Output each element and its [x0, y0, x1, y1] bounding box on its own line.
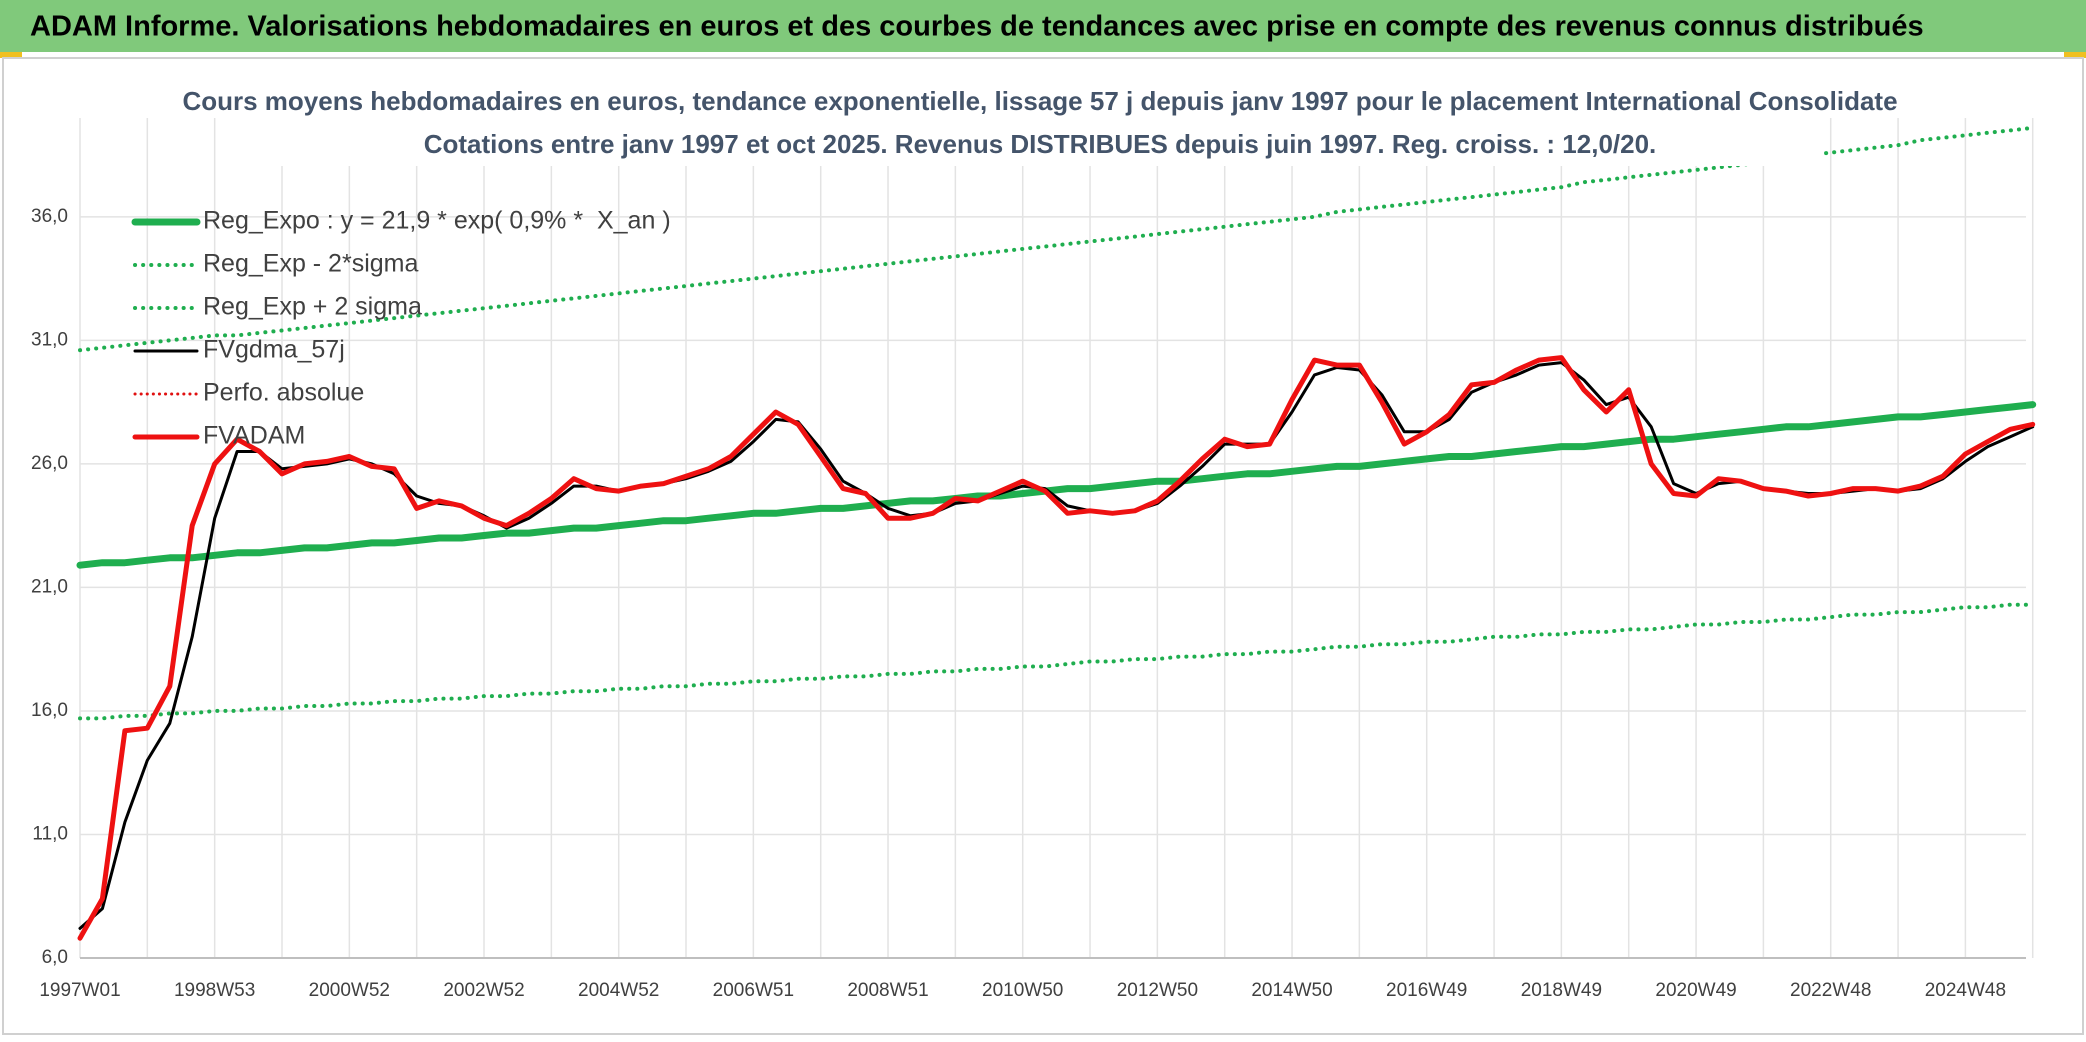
x-tick-label: 2000W52 [309, 980, 390, 1001]
title-box [240, 80, 1822, 166]
x-tick-label: 2006W51 [713, 980, 794, 1001]
x-tick-label: 2024W48 [1925, 980, 2006, 1001]
legend-label: FVgdma_57j [203, 336, 345, 364]
x-tick-label: 2022W48 [1790, 980, 1871, 1001]
chart-frame [2, 57, 2084, 1035]
series-line [77, 355, 2036, 941]
x-tick-label: 2004W52 [578, 980, 659, 1001]
x-tick-label: 2002W52 [443, 980, 524, 1001]
header-band [0, 0, 2086, 52]
series-line [78, 125, 2035, 353]
x-tick-label: 2010W50 [982, 980, 1063, 1001]
y-tick-label: 36,0 [31, 206, 68, 227]
header-title: ADAM Informe. Valorisations hebdomadaire… [30, 11, 1924, 43]
corner [2064, 52, 2086, 58]
y-tick-label: 21,0 [31, 576, 68, 597]
legend: Reg_Expo : y = 21,9 * exp( 0,9% * X_an )… [131, 207, 671, 450]
y-tick-label: 6,0 [42, 947, 68, 968]
y-tick-label: 31,0 [31, 329, 68, 350]
legend-label: FVADAM [203, 422, 305, 450]
y-tick-label: 26,0 [31, 453, 68, 474]
x-tick-label: 2008W51 [847, 980, 928, 1001]
x-tick-label: 2016W49 [1386, 980, 1467, 1001]
x-tick-label: 2014W50 [1251, 980, 1332, 1001]
legend-label: Reg_Exp + 2 sigma [203, 293, 422, 321]
legend-label: Reg_Expo : y = 21,9 * exp( 0,9% * X_an ) [203, 207, 671, 235]
corner [0, 52, 22, 58]
x-tick-label: 2018W49 [1521, 980, 1602, 1001]
legend-label: Reg_Exp - 2*sigma [203, 250, 418, 278]
x-tick-label: 1997W01 [39, 980, 120, 1001]
x-tick-label: 1998W53 [174, 980, 255, 1001]
plot-area: 6,0 11,0 16,0 21,0 26,0 31,0 36,0 1997W01 1998W5… [31, 118, 2037, 1001]
series-line [78, 602, 2035, 721]
x-tick-label: 2012W50 [1117, 980, 1198, 1001]
chart-title: Cours moyens hebdomadaires en euros, ten… [182, 86, 1897, 116]
legend-label: Perfo. absolue [203, 379, 364, 407]
series-line [76, 401, 2037, 569]
chart-subtitle: Cotations entre janv 1997 et oct 2025. R… [424, 129, 1657, 159]
y-tick-label: 11,0 [32, 823, 68, 844]
y-tick-label: 16,0 [31, 700, 68, 721]
x-tick-label: 2020W49 [1655, 980, 1736, 1001]
